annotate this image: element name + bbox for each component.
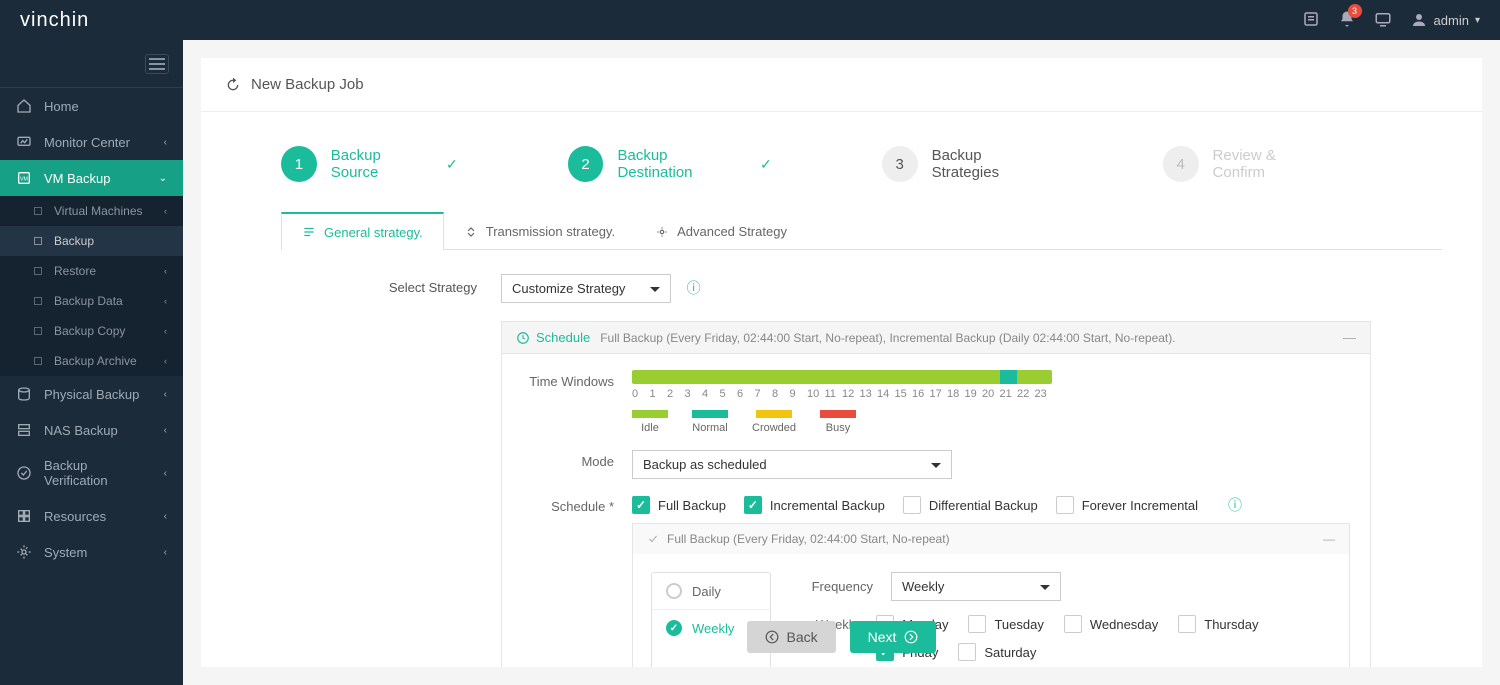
sidebar-subitem-backup-data[interactable]: Backup Data‹ [0,286,183,316]
wizard-steps: 1Backup Source✓ 2Backup Destination✓ 3Back… [281,146,1442,182]
wizard-step-4[interactable]: 4Review & Confirm [1163,146,1332,182]
legend-crowded: Crowded [752,410,796,434]
sidebar-toggle-area [0,40,183,88]
form-area: Select Strategy Customize Strategy ⓘ [321,274,1371,667]
chevron-down-icon: ▾ [1475,15,1480,26]
sidebar-subitem-backup-archive[interactable]: Backup Archive‹ [0,346,183,376]
chevron-icon: ‹ [164,389,167,400]
hamburger-icon[interactable] [145,54,169,74]
notification-badge: 3 [1348,4,1362,18]
period-daily[interactable]: Daily [652,573,770,610]
svg-text:VM: VM [20,177,28,183]
sidebar-item-physical-backup[interactable]: Physical Backup‹ [0,376,183,412]
sidebar-item-nas-backup[interactable]: NAS Backup‹ [0,412,183,448]
schedule-panel: Schedule Full Backup (Every Friday, 02:4… [501,321,1371,667]
list-icon[interactable] [1302,10,1320,31]
user-menu[interactable]: admin ▾ [1410,11,1480,29]
wizard-step-3[interactable]: 3Backup Strategies [882,146,1053,182]
sidebar-item-home[interactable]: Home [0,88,183,124]
chevron-icon: ‹ [164,511,167,522]
wizard-step-1[interactable]: 1Backup Source✓ [281,146,458,182]
brand-logo: vinchin [20,9,89,32]
schedule-summary: Full Backup (Every Friday, 02:44:00 Star… [600,331,1333,345]
arrow-left-icon [765,630,779,644]
differential-backup-checkbox[interactable]: Differential Backup [903,496,1038,514]
sidebar-item-vm-backup[interactable]: VMVM Backup⌄ [0,160,183,196]
timebar-segment [632,370,1000,384]
wizard-footer: Back Next [201,621,1482,653]
timebar-segment [1000,370,1018,384]
incremental-backup-checkbox[interactable]: Incremental Backup [744,496,885,514]
chevron-icon: ‹ [164,137,167,148]
select-strategy-row: Select Strategy Customize Strategy ⓘ [321,274,1371,303]
content-card: 1Backup Source✓ 2Backup Destination✓ 3Back… [201,112,1482,667]
timebar-segment [1017,370,1052,384]
clock-icon [516,331,530,345]
chevron-icon: ‹ [164,547,167,558]
refresh-icon [225,77,241,93]
chevron-icon: ‹ [164,468,167,479]
info-icon[interactable]: ⓘ [1228,495,1242,515]
check-icon: ✓ [446,156,458,173]
topbar: vinchin 3 admin ▾ [0,0,1500,40]
notification-icon[interactable]: 3 [1338,10,1356,31]
sidebar-subitem-backup[interactable]: Backup [0,226,183,256]
mode-label: Mode [522,450,632,469]
screen-icon[interactable] [1374,10,1392,31]
frequency-dropdown[interactable]: Weekly [891,572,1061,601]
sidebar-item-system[interactable]: System‹ [0,534,183,570]
time-windows-label: Time Windows [522,370,632,389]
sidebar: HomeMonitor Center‹VMVM Backup⌄Virtual M… [0,40,183,685]
sidebar-item-resources[interactable]: Resources‹ [0,498,183,534]
frequency-row: Frequency Weekly [801,572,1331,601]
legend-idle: Idle [632,410,668,434]
schedule-label: Schedule * [522,495,632,514]
hour-labels: 01234567891011121314151617181920212223 [632,388,1052,400]
topbar-right: 3 admin ▾ [1302,10,1480,31]
tab-general-strategy[interactable]: General strategy. [281,212,444,250]
username: admin [1434,13,1469,28]
time-windows-row: Time Windows 012345678910111213141516171… [522,370,1350,434]
legend-busy: Busy [820,410,856,434]
page-title: New Backup Job [251,76,364,93]
wizard-step-2[interactable]: 2Backup Destination✓ [568,146,772,182]
tab-advanced-strategy[interactable]: Advanced Strategy [635,212,807,249]
check-icon [647,533,659,545]
collapse-icon[interactable]: — [1323,532,1335,546]
check-icon: ✓ [760,156,772,173]
arrow-right-icon [904,630,918,644]
select-strategy-dropdown[interactable]: Customize Strategy [501,274,671,303]
back-button[interactable]: Back [747,621,836,653]
full-backup-checkbox[interactable]: Full Backup [632,496,726,514]
mode-row: Mode Backup as scheduled [522,450,1350,479]
chevron-icon: ⌄ [159,173,167,184]
time-legend: Idle Normal Crowded Busy [632,410,1350,434]
page-header: New Backup Job [201,58,1482,112]
schedule-panel-header[interactable]: Schedule Full Backup (Every Friday, 02:4… [502,322,1370,354]
schedule-panel-row: Schedule Full Backup (Every Friday, 02:4… [321,321,1371,667]
sub-panel-header[interactable]: Full Backup (Every Friday, 02:44:00 Star… [633,524,1349,554]
forever-incremental-checkbox[interactable]: Forever Incremental [1056,496,1198,514]
select-strategy-label: Select Strategy [321,274,501,295]
next-button[interactable]: Next [850,621,937,653]
sidebar-item-monitor-center[interactable]: Monitor Center‹ [0,124,183,160]
sidebar-item-backup-verification[interactable]: Backup Verification‹ [0,448,183,498]
chevron-icon: ‹ [164,425,167,436]
info-icon[interactable]: ⓘ [687,280,701,296]
sidebar-subitem-restore[interactable]: Restore‹ [0,256,183,286]
strategy-tabs: General strategy.Transmission strategy.A… [281,212,1442,250]
mode-dropdown[interactable]: Backup as scheduled [632,450,952,479]
sidebar-subitem-backup-copy[interactable]: Backup Copy‹ [0,316,183,346]
collapse-icon[interactable]: — [1343,330,1356,345]
main-content: New Backup Job 1Backup Source✓ 2Backup De… [183,40,1500,685]
tab-transmission-strategy[interactable]: Transmission strategy. [444,212,635,249]
sidebar-subitem-virtual-machines[interactable]: Virtual Machines‹ [0,196,183,226]
time-windows-bar [632,370,1052,384]
legend-normal: Normal [692,410,728,434]
